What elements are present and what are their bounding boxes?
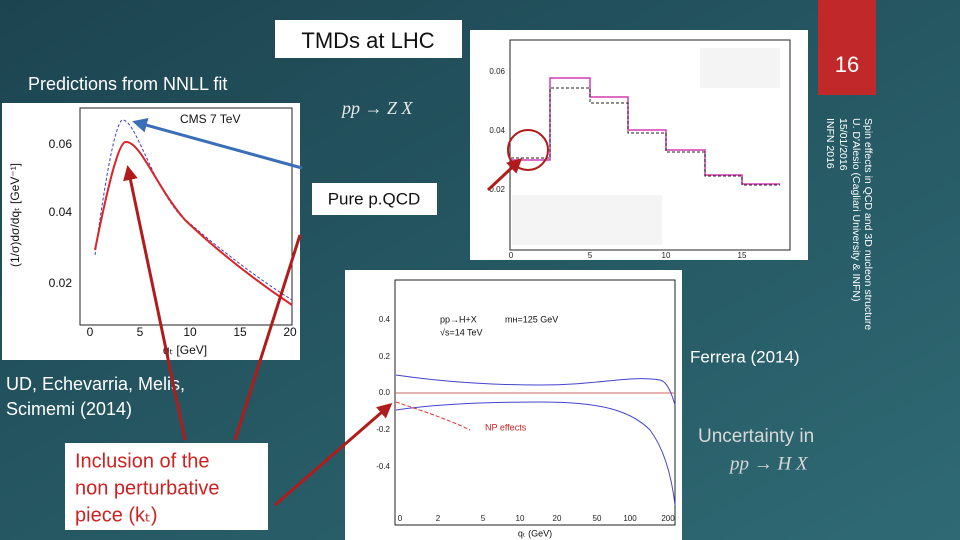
x-tick-label: 5 xyxy=(137,325,144,339)
process: pp→H+X xyxy=(440,314,477,324)
x-tick-label: 10 xyxy=(516,514,525,523)
uncertainty: Uncertainty in xyxy=(698,426,814,447)
curve xyxy=(94,119,293,301)
band xyxy=(395,401,676,506)
title-box xyxy=(275,20,462,58)
arrow xyxy=(486,157,523,192)
left-plot-frame xyxy=(79,107,293,326)
subtitle: Predictions from NNLL fit xyxy=(28,74,227,94)
bottom-plot-frame xyxy=(394,279,676,526)
x-axis-label: qₜ (GeV) xyxy=(518,528,552,538)
y-tick-label: 0.06 xyxy=(489,67,505,76)
mass: mʜ=125 GeV xyxy=(505,314,558,324)
y-tick-label: -0.2 xyxy=(376,425,390,434)
authors: UD, Echevarria, Melis, xyxy=(6,374,185,394)
x-tick-label: 15 xyxy=(233,325,247,339)
y-axis-label: (1/σ)dσ/dqₜ [GeV⁻¹] xyxy=(8,163,22,267)
arrow xyxy=(233,234,302,441)
y-tick-label: 0.02 xyxy=(489,185,505,194)
y-tick-label: 0.04 xyxy=(489,126,505,135)
arrow xyxy=(274,403,393,507)
left-plot xyxy=(2,103,300,360)
title: TMDs at LHC xyxy=(301,28,434,53)
x-tick-label: 0 xyxy=(509,251,514,260)
formula: pp → Z X xyxy=(340,98,414,118)
energy: √s=14 TeV xyxy=(440,327,483,337)
x-tick-label: 10 xyxy=(662,251,671,260)
y-tick-label: -0.4 xyxy=(376,462,390,471)
np-curve xyxy=(395,401,471,431)
histogram xyxy=(511,87,780,186)
callout: piece (kₜ) xyxy=(75,504,158,526)
y-tick-label: 0.02 xyxy=(49,276,73,290)
x-tick-label: 100 xyxy=(623,514,637,523)
side-note: 15/01/2016 xyxy=(837,118,849,171)
x-tick-label: 200 xyxy=(661,514,675,523)
y-tick-label: 0.0 xyxy=(379,388,391,397)
side-note: U. D'Alesio (Cagliari University & INFN) xyxy=(850,118,862,301)
band xyxy=(395,374,676,406)
x-axis-label: qₜ [GeV] xyxy=(163,343,207,357)
highlight xyxy=(507,129,549,171)
legend xyxy=(700,48,780,88)
x-tick-label: 20 xyxy=(553,514,562,523)
arrow xyxy=(123,165,187,441)
side-note: Spin effects in QCD and 3D nucleon struc… xyxy=(862,118,874,330)
callout-box xyxy=(65,443,268,530)
x-tick-label: 0 xyxy=(87,325,94,339)
annotation-box xyxy=(312,183,437,215)
y-tick-label: 0.04 xyxy=(49,205,73,219)
slide-number-box xyxy=(818,0,876,95)
arrow xyxy=(132,117,303,170)
credit: Ferrera (2014) xyxy=(690,347,800,366)
x-tick-label: 20 xyxy=(283,325,297,339)
slide-number: 16 xyxy=(835,52,859,77)
x-tick-label: 2 xyxy=(436,514,441,523)
side-note: INFN 2016 xyxy=(824,118,836,169)
np-label: NP effects xyxy=(485,422,527,432)
x-tick-label: 5 xyxy=(481,514,486,523)
x-tick-label: 50 xyxy=(593,514,602,523)
plot-label: CMS 7 TeV xyxy=(180,112,240,126)
y-tick-label: 0.06 xyxy=(49,137,73,151)
x-tick-label: 15 xyxy=(738,251,747,260)
callout: Inclusion of the xyxy=(75,450,210,472)
right-plot-frame xyxy=(509,39,791,251)
y-tick-label: 0.4 xyxy=(379,315,391,324)
x-tick-label: 10 xyxy=(183,325,197,339)
x-tick-label: 5 xyxy=(588,251,593,260)
authors: Scimemi (2014) xyxy=(6,399,132,419)
bottom-plot xyxy=(345,270,682,540)
histogram xyxy=(511,77,780,185)
callout: non perturbative xyxy=(75,477,220,499)
uncertainty: pp → H X xyxy=(728,453,809,474)
info-box xyxy=(512,195,662,245)
annotation: Pure p.QCD xyxy=(328,189,421,208)
x-tick-label: 0 xyxy=(398,514,403,523)
y-tick-label: 0.2 xyxy=(379,352,391,361)
curve xyxy=(94,141,293,306)
